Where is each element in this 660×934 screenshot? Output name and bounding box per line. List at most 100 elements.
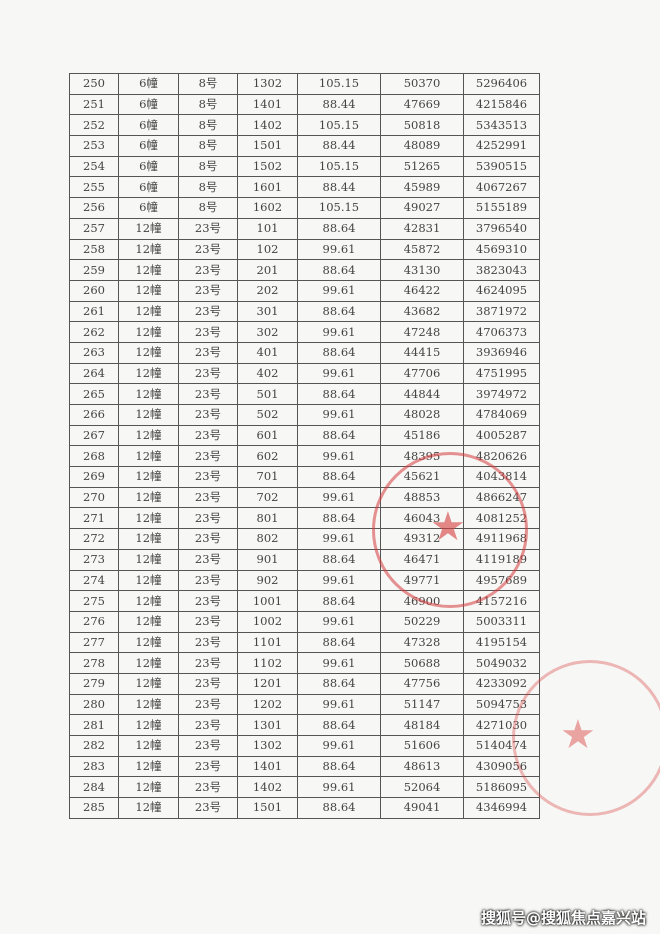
table-cell: 12幢: [118, 548, 179, 571]
table-cell: 202: [237, 279, 298, 302]
table-cell: 8号: [178, 114, 238, 137]
table-cell: 801: [237, 507, 298, 530]
table-cell: 281: [69, 714, 119, 736]
table-cell: 1302: [237, 73, 298, 95]
table-cell: 105.15: [297, 73, 381, 95]
table-cell: 5049032: [463, 652, 540, 674]
table-cell: 44844: [380, 383, 464, 405]
table-cell: 47669: [380, 93, 464, 116]
table-cell: 50370: [380, 73, 464, 95]
table-cell: 4195154: [463, 631, 540, 654]
table-cell: 49041: [380, 797, 464, 819]
table-cell: 12幢: [118, 755, 179, 778]
table-row: 268 12幢 23号 602 99.61 48395 4820626: [69, 445, 540, 468]
table-cell: 256: [69, 197, 119, 219]
table-cell: 4784069: [463, 404, 540, 426]
table-cell: 302: [237, 321, 298, 343]
table-cell: 88.64: [297, 341, 381, 364]
table-cell: 5296406: [463, 73, 540, 95]
table-cell: 1502: [237, 155, 298, 178]
table-row: 255 6幢 8号 1601 88.44 45989 4067267: [69, 176, 540, 199]
table-cell: 23号: [178, 404, 238, 426]
table-row: 271 12幢 23号 801 88.64 46043 4081252: [69, 507, 540, 530]
table-cell: 285: [69, 797, 119, 819]
table-cell: 1001: [237, 590, 298, 612]
table-cell: 12幢: [118, 404, 179, 426]
table-cell: 1302: [237, 735, 298, 757]
table-cell: 23号: [178, 610, 238, 633]
table-cell: 23号: [178, 300, 238, 323]
table-cell: 259: [69, 259, 119, 281]
table-cell: 601: [237, 424, 298, 447]
table-cell: 99.61: [297, 404, 381, 426]
table-cell: 501: [237, 383, 298, 405]
table-cell: 1501: [237, 135, 298, 157]
table-cell: 8号: [178, 73, 238, 95]
table-cell: 257: [69, 217, 119, 240]
table-cell: 265: [69, 383, 119, 405]
table-cell: 45621: [380, 466, 464, 488]
table-cell: 260: [69, 279, 119, 302]
table-cell: 49312: [380, 528, 464, 550]
table-cell: 23号: [178, 714, 238, 736]
seal-star-icon: ★: [560, 712, 596, 758]
table-cell: 50688: [380, 652, 464, 674]
table-cell: 46900: [380, 590, 464, 612]
table-cell: 278: [69, 652, 119, 674]
table-cell: 88.64: [297, 631, 381, 654]
table-cell: 4866247: [463, 486, 540, 509]
table-cell: 50818: [380, 114, 464, 137]
table-cell: 12幢: [118, 383, 179, 405]
table-cell: 12幢: [118, 528, 179, 550]
table-cell: 99.61: [297, 362, 381, 385]
table-cell: 88.64: [297, 383, 381, 405]
table-cell: 23号: [178, 548, 238, 571]
table-cell: 23号: [178, 486, 238, 509]
table-cell: 284: [69, 776, 119, 799]
table-cell: 4820626: [463, 445, 540, 468]
table-cell: 88.64: [297, 797, 381, 819]
table-row: 279 12幢 23号 1201 88.64 47756 4233092: [69, 672, 540, 695]
table-cell: 1402: [237, 114, 298, 137]
table-row: 267 12幢 23号 601 88.64 45186 4005287: [69, 424, 540, 447]
table-cell: 23号: [178, 652, 238, 674]
table-cell: 702: [237, 486, 298, 509]
table-cell: 88.64: [297, 590, 381, 612]
table-cell: 47328: [380, 631, 464, 654]
table-cell: 5343513: [463, 114, 540, 137]
table-cell: 23号: [178, 259, 238, 281]
table-cell: 12幢: [118, 300, 179, 323]
price-table: 250 6幢 8号 1302 105.15 50370 5296406 251 6幢 8号 1401…: [69, 73, 540, 819]
table-cell: 266: [69, 404, 119, 426]
table-row: 260 12幢 23号 202 99.61 46422 4624095: [69, 279, 540, 302]
table-cell: 1601: [237, 176, 298, 199]
table-cell: 258: [69, 238, 119, 261]
table-cell: 1401: [237, 93, 298, 116]
table-cell: 23号: [178, 590, 238, 612]
table-cell: 268: [69, 445, 119, 468]
table-cell: 1102: [237, 652, 298, 674]
table-row: 251 6幢 8号 1401 88.44 47669 4215846: [69, 93, 540, 116]
table-cell: 4157216: [463, 590, 540, 612]
table-cell: 602: [237, 445, 298, 468]
table-row: 270 12幢 23号 702 99.61 48853 4866247: [69, 486, 540, 509]
table-cell: 275: [69, 590, 119, 612]
table-row: 285 12幢 23号 1501 88.64 49041 4346994: [69, 797, 540, 819]
table-cell: 270: [69, 486, 119, 509]
table-row: 259 12幢 23号 201 88.64 43130 3823043: [69, 259, 540, 281]
table-cell: 48028: [380, 404, 464, 426]
table-cell: 88.64: [297, 217, 381, 240]
table-cell: 263: [69, 341, 119, 364]
table-cell: 262: [69, 321, 119, 343]
table-cell: 261: [69, 300, 119, 323]
table-cell: 42831: [380, 217, 464, 240]
table-cell: 46471: [380, 548, 464, 571]
table-cell: 99.61: [297, 445, 381, 468]
table-row: 254 6幢 8号 1502 105.15 51265 5390515: [69, 155, 540, 178]
table-cell: 45989: [380, 176, 464, 199]
table-cell: 23号: [178, 693, 238, 716]
table-cell: 8号: [178, 155, 238, 178]
table-cell: 105.15: [297, 155, 381, 178]
table-row: 253 6幢 8号 1501 88.44 48089 4252991: [69, 135, 540, 157]
table-row: 257 12幢 23号 101 88.64 42831 3796540: [69, 217, 540, 240]
